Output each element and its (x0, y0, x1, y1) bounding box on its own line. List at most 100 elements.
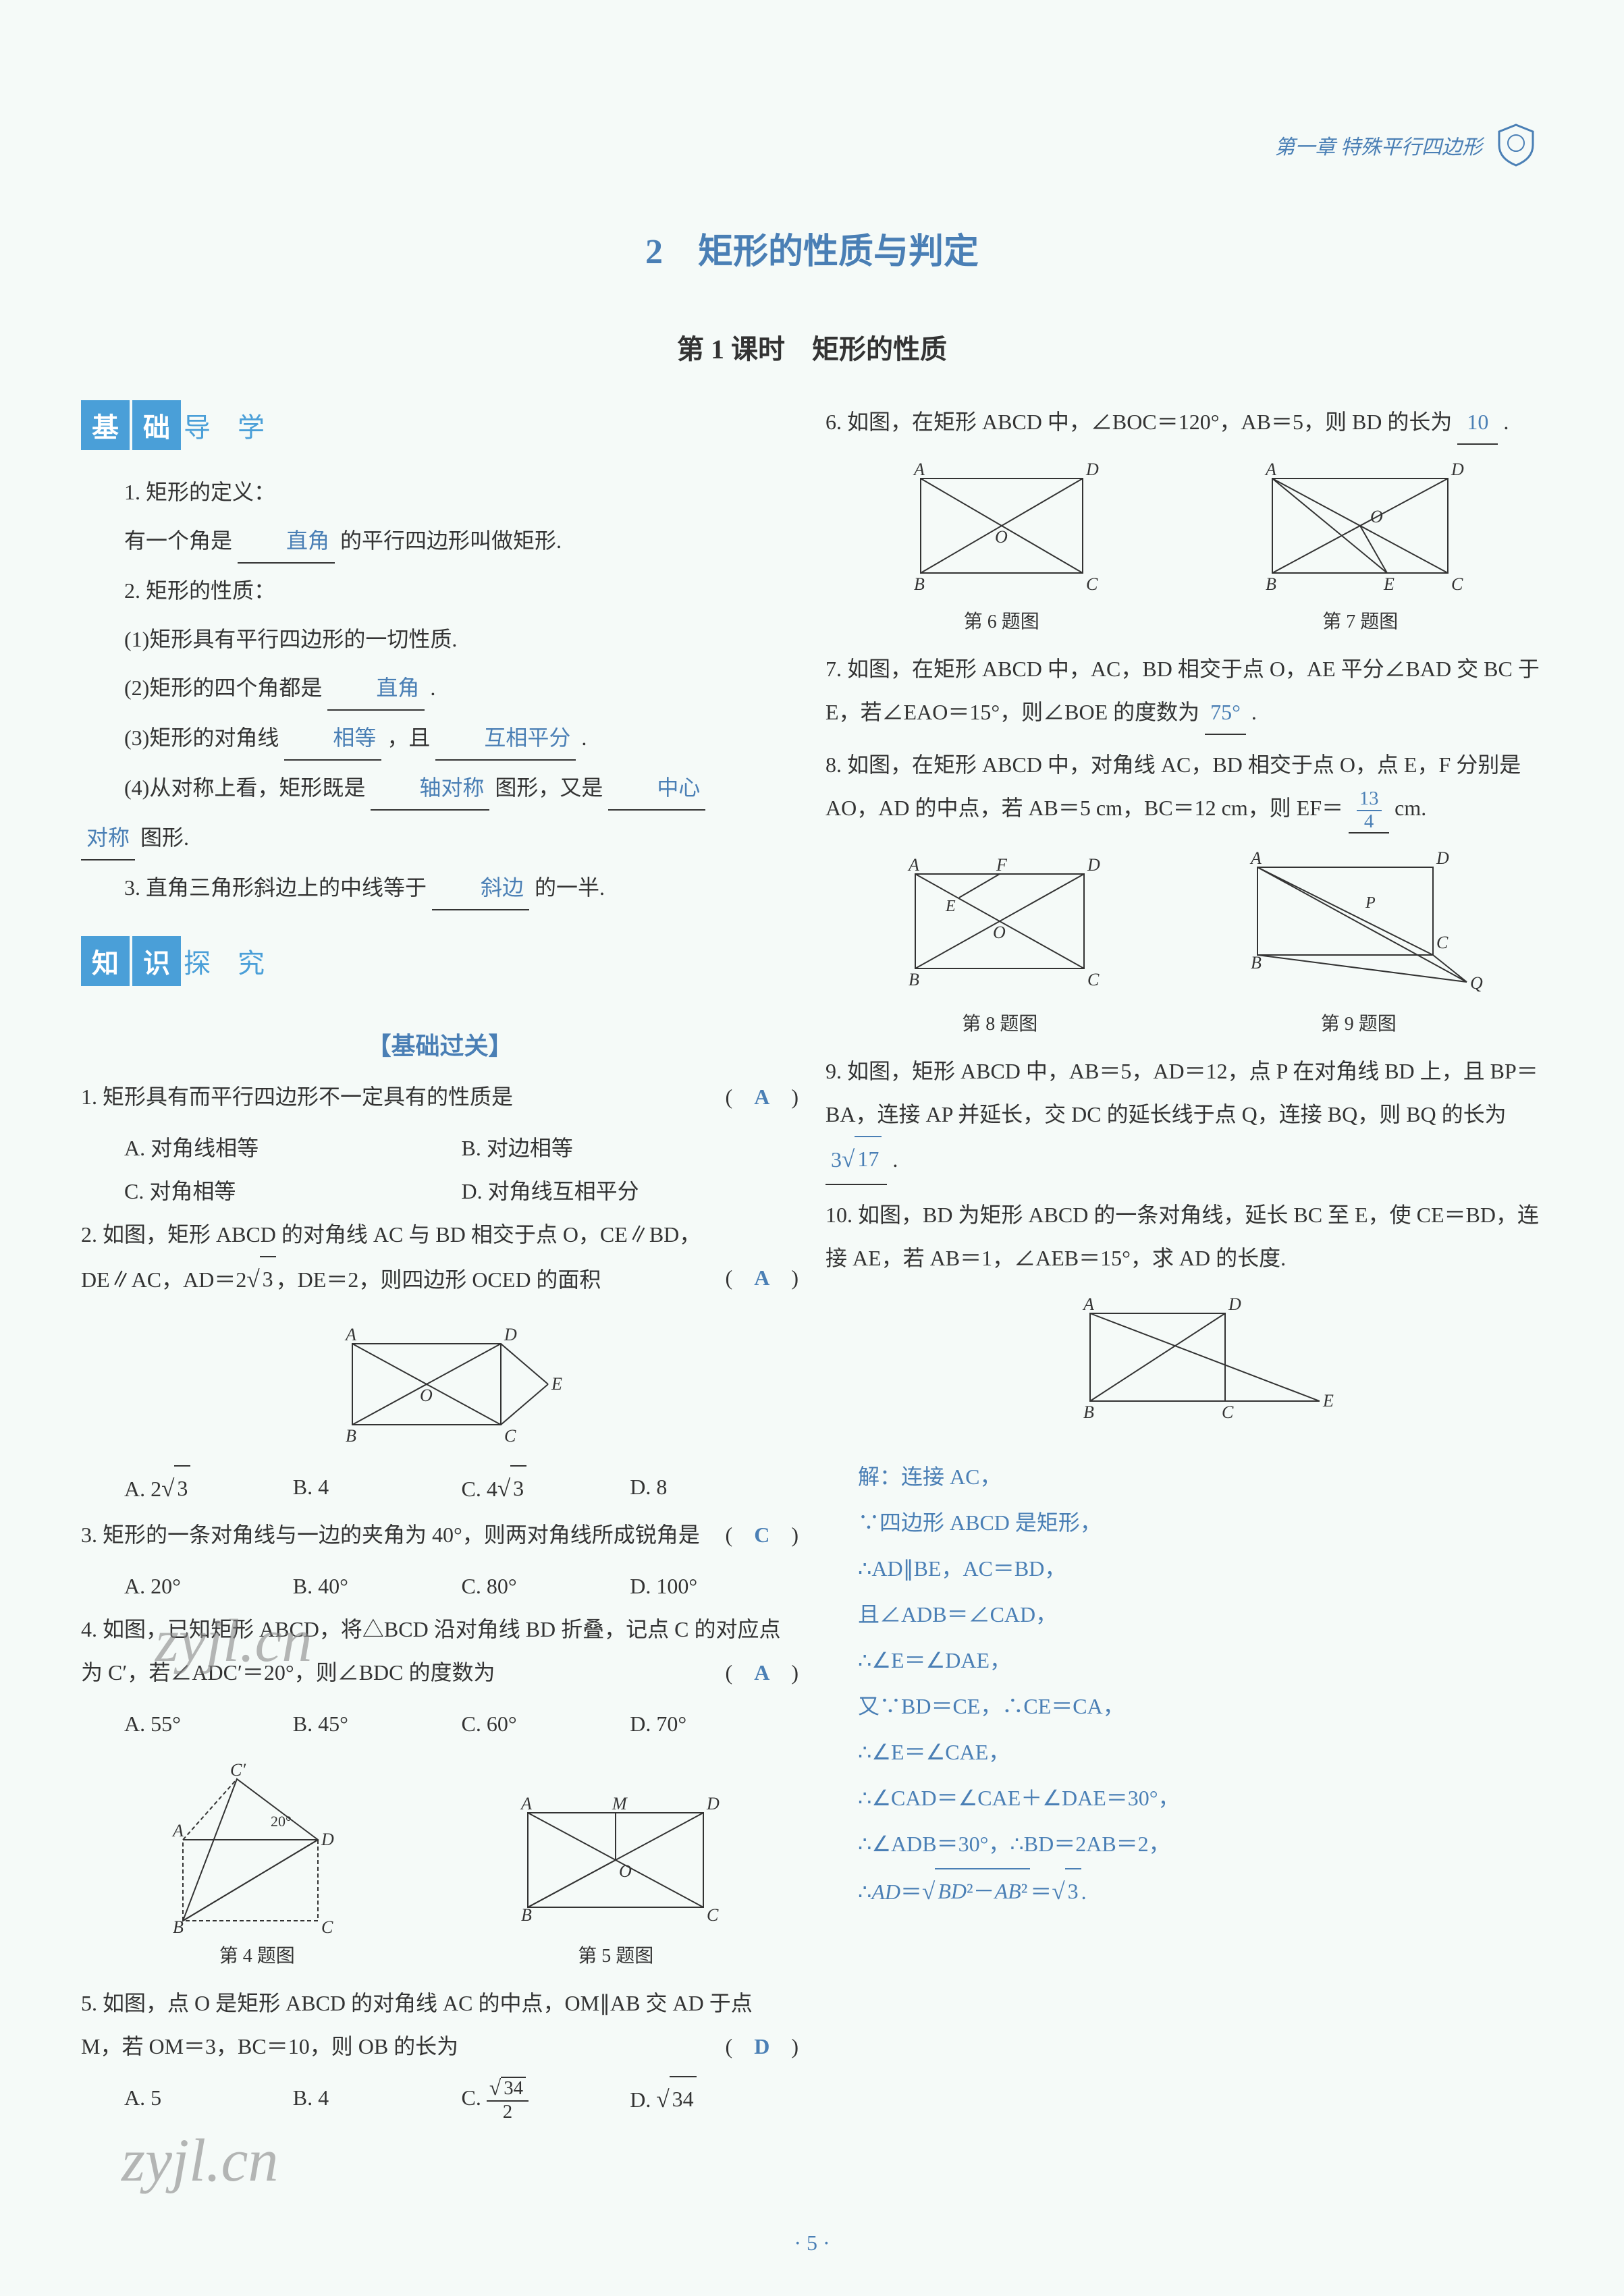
svg-text:B: B (909, 970, 919, 989)
svg-text:A: A (344, 1325, 356, 1344)
svg-text:O: O (619, 1861, 632, 1881)
rectangle-diagram-icon: A D B C O (887, 458, 1116, 600)
option-a: A. 5 (124, 2076, 293, 2123)
fill-blank: 134 (1349, 786, 1389, 833)
figure-8: A F D B C E O 第 8 题图 (882, 854, 1118, 1036)
option-b: B. 4 (293, 1465, 462, 1512)
options-row: A. 5 B. 4 C. √342 D. √34 (81, 2076, 799, 2123)
page-container: 第一章 特殊平行四边形 2 矩形的性质与判定 第 1 课时 矩形的性质 基 础 … (0, 0, 1624, 2296)
svg-text:C: C (707, 1905, 719, 1925)
fill-blank: 互相平分 (435, 716, 576, 761)
fill-blank: 斜边 (432, 866, 529, 910)
rectangle-diagram-icon: A D B C O E (312, 1317, 568, 1452)
fill-blank: 轴对称 (371, 766, 489, 811)
figure-caption: 第 7 题图 (1239, 607, 1482, 634)
figure-caption: 第 5 题图 (494, 1941, 737, 1968)
option-b: B. 4 (293, 2076, 462, 2123)
svg-text:D: D (706, 1794, 720, 1813)
definition-text: 有一个角是 直角 的平行四边形叫做矩形. (81, 519, 799, 564)
fold-diagram-icon: A D B C C′ 20° (142, 1759, 372, 1934)
figure-6: A D B C O 第 6 题图 (887, 458, 1116, 634)
svg-text:O: O (420, 1386, 433, 1405)
property-item: (2)矩形的四个角都是 直角 . (81, 666, 799, 711)
answer-slot: ( A ) (726, 1075, 799, 1118)
svg-text:B: B (173, 1917, 184, 1934)
svg-text:B: B (521, 1905, 532, 1925)
tag-char: 识 (132, 936, 181, 986)
svg-text:A: A (1249, 848, 1262, 868)
two-column-layout: 基 础 导 学 1. 矩形的定义： 有一个角是 直角 的平行四边形叫做矩形. 2… (81, 400, 1543, 2123)
figure-q2: A D B C O E (81, 1317, 799, 1452)
section-knowledge: 知 识 探 究 (81, 936, 265, 986)
text: cm. (1395, 796, 1426, 820)
svg-text:D: D (1451, 460, 1464, 479)
svg-text:A: A (1264, 460, 1276, 479)
fill-blank: 75° (1205, 690, 1246, 735)
answer-slot: ( A ) (726, 1256, 799, 1299)
text: ，且 (387, 726, 430, 750)
question-text: 6. 如图，在矩形 ABCD 中，∠BOC＝120°，AB＝5，则 BD 的长为 (825, 410, 1452, 434)
question-10: 10. 如图，BD 为矩形 ABCD 的一条对角线，延长 BC 至 E，使 CE… (825, 1193, 1543, 1280)
text: 图形，又是 (495, 775, 603, 800)
left-column: 基 础 导 学 1. 矩形的定义： 有一个角是 直角 的平行四边形叫做矩形. 2… (81, 400, 799, 2123)
answer: D (754, 2034, 769, 2058)
text: 3. 直角三角形斜边上的中线等于 (124, 875, 427, 900)
answer-slot: ( A ) (726, 1651, 799, 1694)
solution-line: 且∠ADB＝∠CAD， (858, 1593, 1543, 1636)
answer: A (754, 1265, 769, 1290)
svg-text:D: D (1228, 1294, 1241, 1314)
text: . (430, 676, 435, 700)
svg-text:C: C (1436, 933, 1449, 952)
svg-text:O: O (995, 527, 1008, 547)
option-c: C. 4√3 (462, 1465, 630, 1512)
property-item: (3)矩形的对角线 相等 ，且 互相平分 . (81, 716, 799, 761)
figures-6-7: A D B C O 第 6 题图 (825, 458, 1543, 634)
answer: A (754, 1660, 769, 1685)
watermark-text: zyjl.cn (121, 2126, 278, 2195)
text: (4)从对称上看，矩形既是 (124, 775, 365, 800)
option-d: D. 100° (630, 1564, 799, 1608)
solution-line: ∴∠ADB＝30°，∴BD＝2AB＝2， (858, 1822, 1543, 1865)
solution-line: ∵四边形 ABCD 是矩形， (858, 1501, 1543, 1544)
option-c: C. √342 (462, 2076, 630, 2123)
question-1: 1. 矩形具有而平行四边形不一定具有的性质是 ( A ) (81, 1075, 799, 1118)
text: . (892, 1147, 898, 1172)
figure-caption: 第 4 题图 (142, 1941, 372, 1968)
question-3: 3. 矩形的一条对角线与一边的夹角为 40°，则两对角线所成锐角是 ( C ) (81, 1513, 799, 1556)
text: . (581, 726, 587, 750)
options-row: A. 对角线相等 B. 对边相等 C. 对角相等 D. 对角线互相平分 (81, 1126, 799, 1213)
rectangle-diagram-icon: A D B C P Q (1230, 847, 1487, 1002)
tag-char: 基 (81, 400, 130, 450)
text: 的一半. (535, 875, 605, 900)
svg-text:A: A (171, 1821, 184, 1840)
text: (2)矩形的四个角都是 (124, 676, 322, 700)
svg-text:20°: 20° (271, 1813, 292, 1830)
svg-text:Q: Q (1470, 973, 1483, 993)
options-row: A. 20° B. 40° C. 80° D. 100° (81, 1564, 799, 1608)
svg-text:D: D (1087, 855, 1100, 875)
svg-text:D: D (504, 1325, 517, 1344)
figure-caption: 第 6 题图 (887, 607, 1116, 634)
figure-5: A M D B C O 第 5 题图 (494, 1786, 737, 1968)
svg-text:C: C (1087, 970, 1100, 989)
tag-char: 知 (81, 936, 130, 986)
option-a: A. 55° (124, 1702, 293, 1745)
page-number: · 5 · (794, 2231, 830, 2256)
question-9: 9. 如图，矩形 ABCD 中，AB＝5，AD＝12，点 P 在对角线 BD 上… (825, 1049, 1543, 1184)
property-item: 3. 直角三角形斜边上的中线等于 斜边 的一半. (81, 866, 799, 910)
solution-line: ∴∠E＝∠DAE， (858, 1639, 1543, 1682)
figure-caption: 第 9 题图 (1230, 1009, 1487, 1036)
question-text: 5. 如图，点 O 是矩形 ABCD 的对角线 AC 的中点，OM∥AB 交 A… (81, 1991, 753, 2058)
option-c: C. 60° (462, 1702, 630, 1745)
fill-blank: 10 (1457, 400, 1498, 445)
section-basic-guide: 基 础 导 学 (81, 400, 265, 450)
solution-line: ∴AD＝√BD²－AB²＝√3. (858, 1868, 1543, 1915)
option-d: D. 8 (630, 1465, 799, 1512)
option-b: B. 40° (293, 1564, 462, 1608)
svg-text:B: B (1083, 1402, 1094, 1422)
question-2: 2. 如图，矩形 ABCD 的对角线 AC 与 BD 相交于点 O，CE∥BD，… (81, 1213, 799, 1303)
solution-line: ∴AD∥BE，AC＝BD， (858, 1547, 1543, 1590)
figure-4: A D B C C′ 20° 第 4 题图 (142, 1759, 372, 1968)
question-text: 10. 如图，BD 为矩形 ABCD 的一条对角线，延长 BC 至 E，使 CE… (825, 1203, 1539, 1270)
option-b: B. 对边相等 (462, 1126, 799, 1170)
